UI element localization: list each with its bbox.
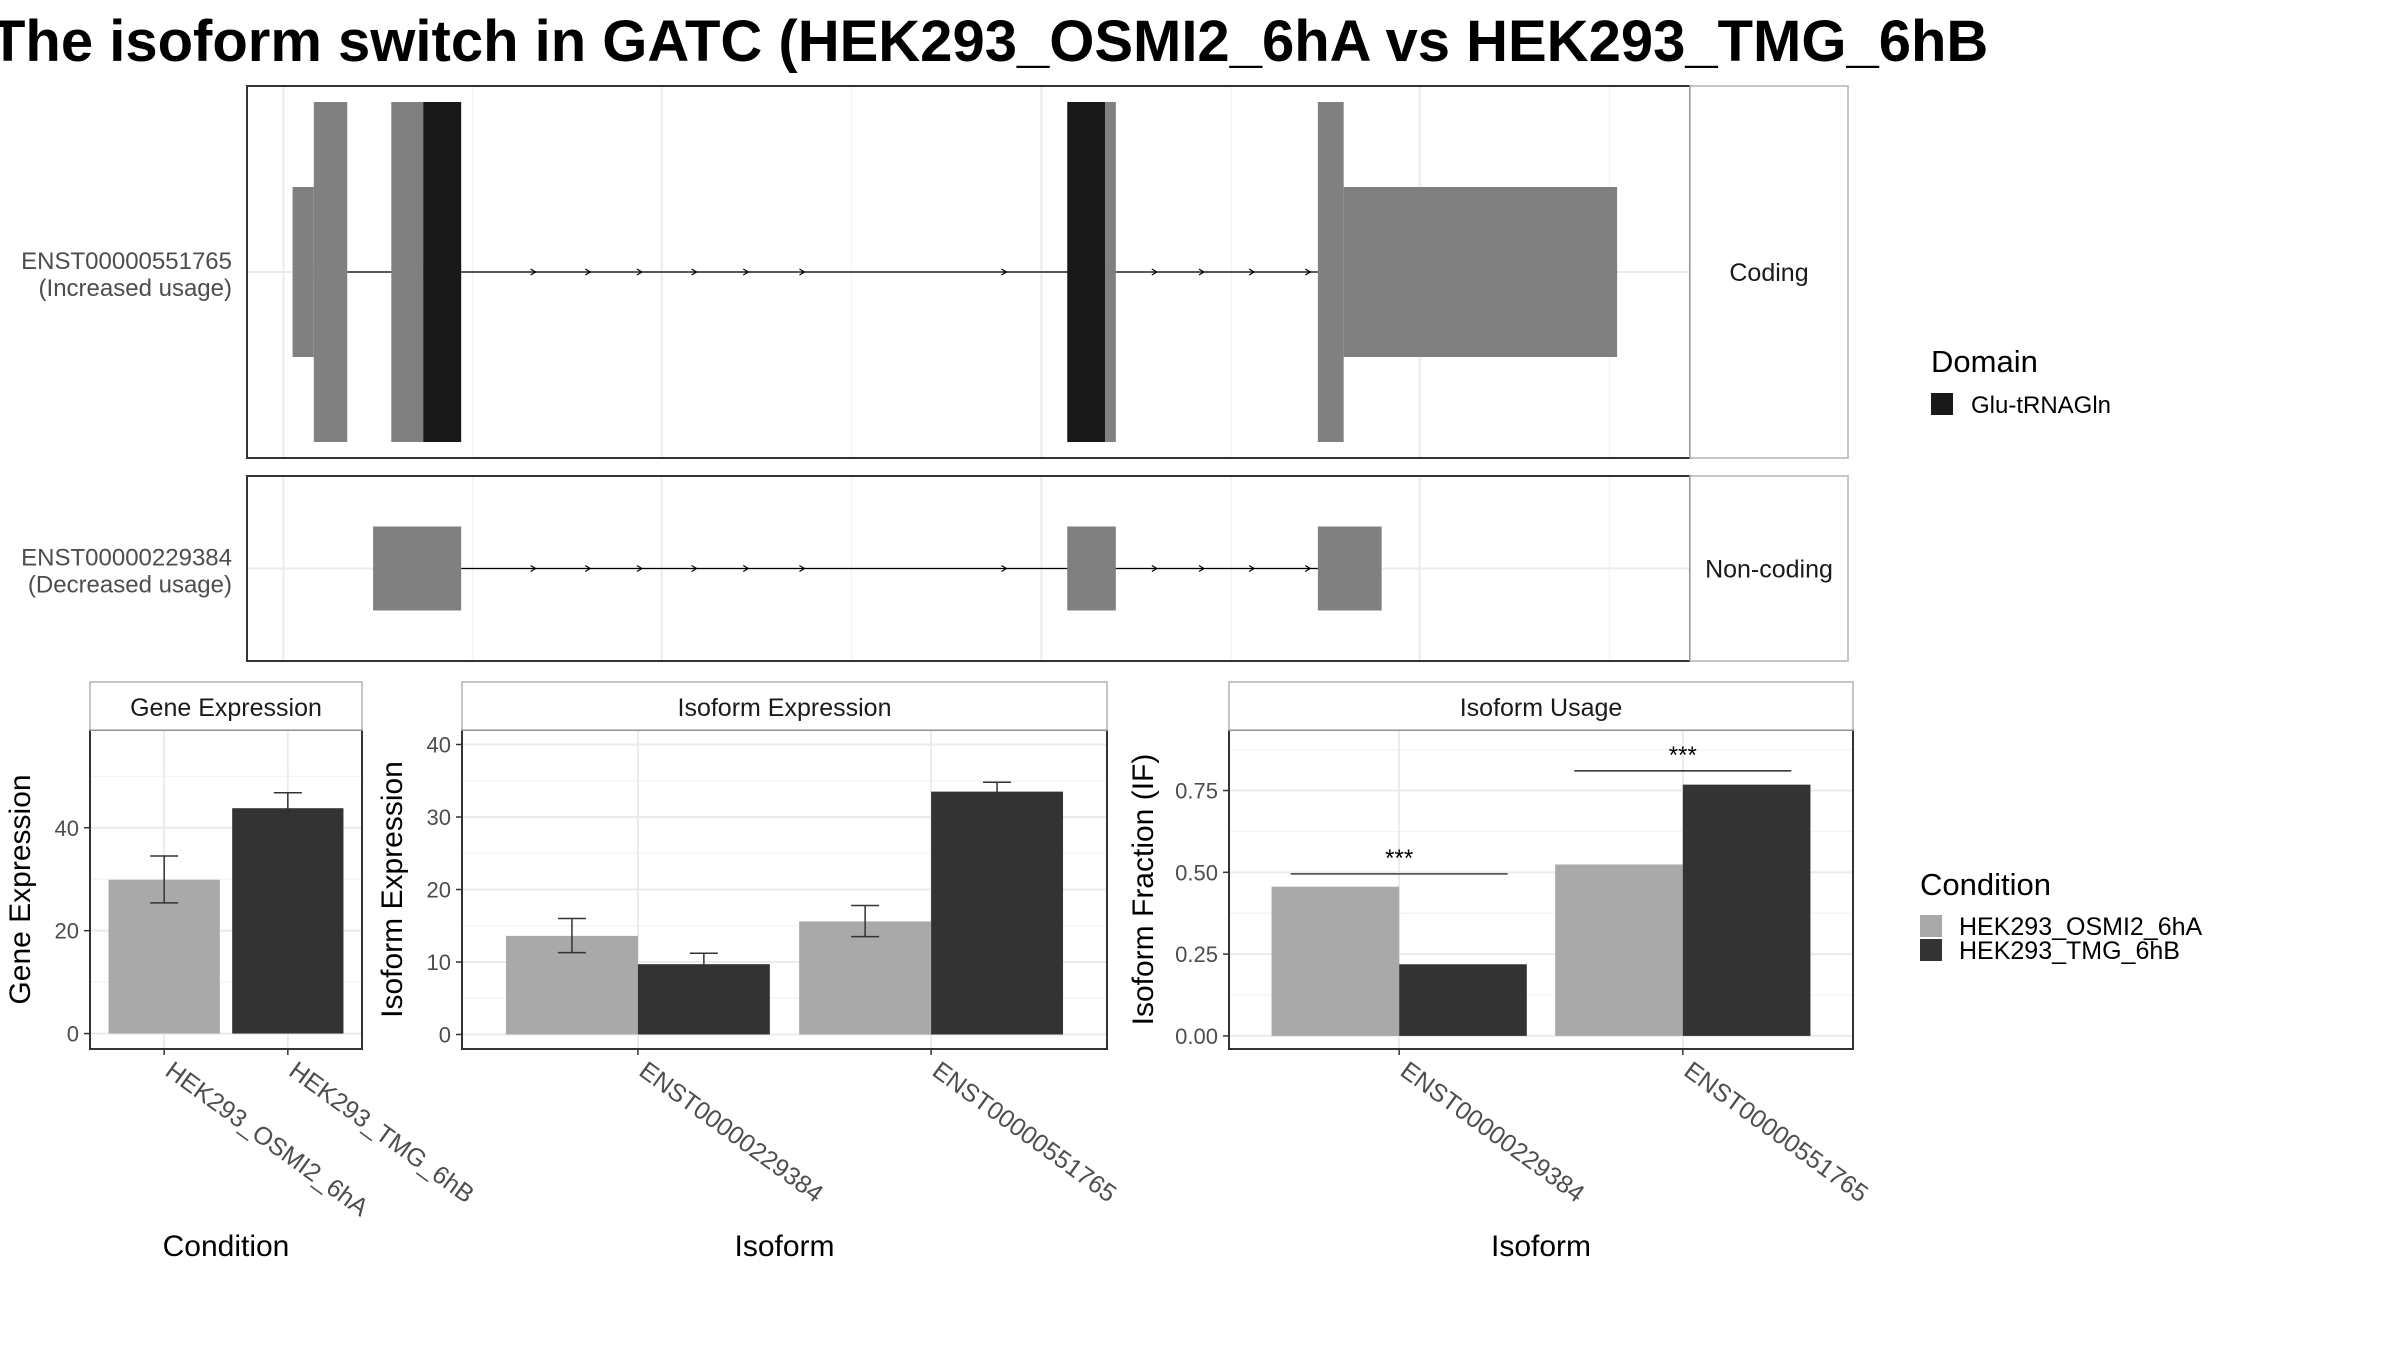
intron-arrow [530,268,537,276]
exon-block [1067,526,1116,611]
track-ENST00000229384: Non-coding ENST00000229384(Decreased usag… [21,475,1849,662]
intron-arrow [1151,564,1159,573]
y-tick-label: 0.50 [1175,860,1218,885]
x-tick-label: ENST00000551765 [1679,1056,1873,1208]
y-axis-label: Isoform Expression [376,761,409,1018]
domain-block [423,102,462,442]
x-tick-label: ENST00000229384 [634,1056,828,1208]
domain-block [1067,102,1106,442]
x-tick-label: ENST00000229384 [1395,1056,1589,1208]
exon-block [391,102,424,442]
exon-block [1317,526,1382,611]
intron-arrow [530,564,537,573]
legend-domain: Domain Glu-tRNAGln [1931,344,2111,419]
legend-swatch [1920,915,1942,937]
y-tick-label: 10 [427,950,451,975]
intron-arrow [1198,564,1206,573]
x-tick-label: HEK293_OSMI2_6hA [160,1056,373,1222]
legend-label: HEK293_TMG_6hB [1959,937,2180,965]
x-axis-label: Isoform [1491,1230,1591,1263]
panel-title: Isoform Expression [678,694,892,722]
intron-arrow [584,268,592,276]
bar [108,879,220,1034]
bar [931,791,1064,1035]
panel-strip [89,681,363,731]
y-tick-label: 40 [427,733,451,758]
exon-block [373,526,462,611]
legend-condition-title: Condition [1920,867,2051,902]
exon-block [1343,187,1618,357]
bar [232,808,344,1034]
intron-arrow [636,564,644,573]
intron-arrow [799,564,806,573]
legend-swatch [1920,939,1942,961]
track-strip-label: Non-coding [1705,556,1833,584]
y-tick-label: 0.00 [1175,1024,1218,1049]
intron-arrow [1248,564,1256,573]
x-axis-label: Condition [163,1230,290,1263]
intron-arrow [799,268,806,276]
intron-arrow [1304,564,1312,573]
track-strip-label: Coding [1729,259,1808,287]
track-ENST00000551765: Coding ENST00000551765(Increased usage) [21,85,1849,459]
intron-arrow [742,268,750,276]
legend-label: Glu-tRNAGln [1971,392,2111,419]
exon-block [292,187,314,357]
y-axis-label: Isoform Fraction (IF) [1127,754,1160,1026]
bar [799,921,932,1035]
intron-arrow [636,268,644,276]
track-label: ENST00000551765 [21,248,232,275]
y-tick-label: 20 [427,878,451,903]
track-strip [1689,475,1849,662]
panel-isoform-usage: *** *** Isoform Usage 0.00 0.25 0.50 0.75 ENST0… [1127,681,1873,1263]
intron-arrow [1304,268,1312,276]
intron-arrow [1001,268,1008,276]
intron-arrow [691,268,698,276]
x-axis-label: Isoform [734,1230,834,1263]
panel-title: Isoform Usage [1460,694,1623,722]
y-tick-label: 0 [67,1022,79,1047]
y-tick-label: 0 [439,1023,451,1048]
exon-block [1105,102,1116,442]
y-tick-label: 30 [427,805,451,830]
intron-arrow [1198,268,1206,276]
page-title: The isoform switch in GATC (HEK293_OSMI2… [0,9,1989,74]
significance-label: *** [1669,742,1697,769]
track-label: ENST00000229384 [21,545,232,572]
bar [637,964,770,1035]
intron-arrow [1151,268,1159,276]
track-sublabel: (Increased usage) [39,275,232,302]
legend-label: HEK293_OSMI2_6hA [1959,913,2203,941]
x-tick-label: ENST00000551765 [927,1056,1121,1208]
panel-strip [461,681,1108,731]
bar [1271,886,1400,1036]
legend-domain-title: Domain [1931,344,2038,379]
intron-arrow [1248,268,1256,276]
exon-block [313,102,348,442]
y-tick-label: 0.25 [1175,942,1218,967]
intron-arrow [742,564,750,573]
bar [1682,784,1811,1036]
y-tick-label: 40 [55,816,79,841]
panel-strip [1228,681,1854,731]
intron-arrow [584,564,592,573]
y-axis-label: Gene Expression [4,774,37,1004]
exon-block [1317,102,1344,442]
panel-isoform-expression: Isoform Expression 0 10 20 30 40 ENST000002293… [376,681,1121,1263]
y-tick-label: 20 [55,919,79,944]
panel-title: Gene Expression [130,694,322,722]
significance-label: *** [1385,845,1413,872]
intron-arrow [691,564,698,573]
y-tick-label: 0.75 [1175,779,1218,804]
bar [1555,864,1683,1036]
legend-swatch [1931,393,1953,415]
bar [1399,964,1527,1036]
track-sublabel: (Decreased usage) [28,572,232,599]
track-strip [1689,85,1849,459]
intron-arrow [1001,564,1008,573]
